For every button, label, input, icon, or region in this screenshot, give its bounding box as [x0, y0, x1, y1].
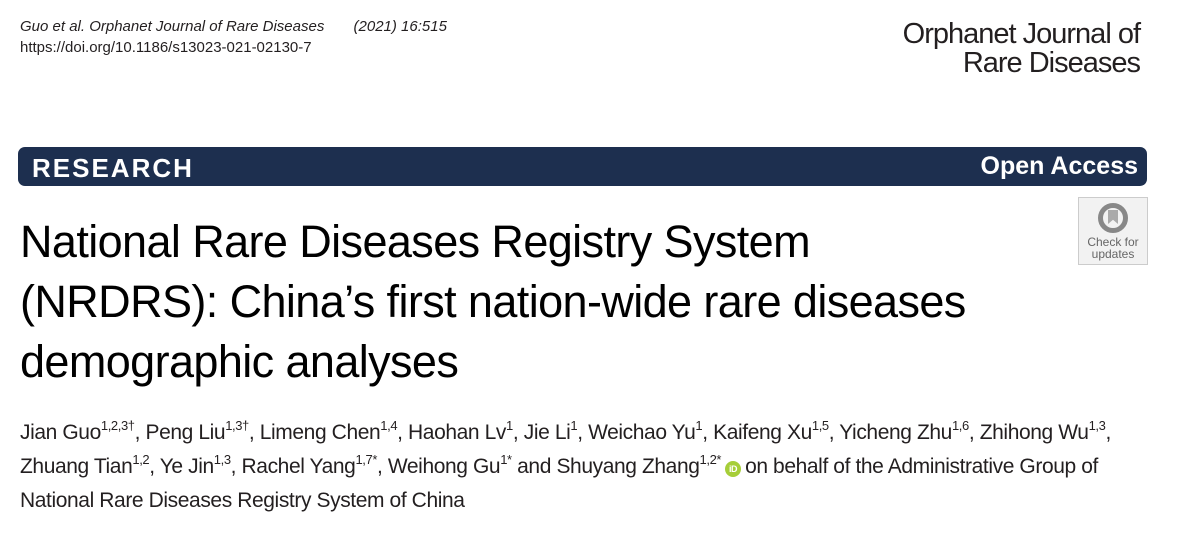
author-name[interactable]: Peng Liu: [145, 421, 226, 444]
author-affiliation: 1,6: [951, 418, 969, 433]
on-behalf-text: on behalf of the Administrative Group of…: [20, 455, 1098, 512]
author-affiliation: 1,3: [213, 452, 231, 467]
title-line1: National Rare Diseases Registry System: [20, 216, 811, 267]
author-name[interactable]: Jie Li: [523, 421, 571, 444]
author-affiliation: 1: [695, 418, 703, 433]
author-list: Jian Guo1,2,3†, Peng Liu1,3†, Limeng Che…: [20, 416, 1140, 518]
author-name[interactable]: Weichao Yu: [588, 421, 696, 444]
orcid-icon[interactable]: iD: [725, 461, 742, 477]
author-separator: ,: [577, 421, 589, 444]
author-separator: ,: [1105, 421, 1111, 444]
author-affiliation: 1,2,3†: [100, 418, 135, 433]
doi-link[interactable]: https://doi.org/10.1186/s13023-021-02130…: [20, 39, 312, 56]
author-name[interactable]: Ye Jin: [159, 455, 214, 478]
author-name[interactable]: Zhihong Wu: [979, 421, 1089, 444]
author-affiliation: 1*: [500, 452, 512, 467]
author-separator: ,: [512, 421, 524, 444]
crossmark-icon: [1098, 203, 1128, 233]
author-separator: ,: [397, 421, 409, 444]
author-separator: ,: [968, 421, 980, 444]
journal-logo-line1: Orphanet Journal of: [902, 18, 1141, 50]
author-name[interactable]: Yicheng Zhu: [839, 421, 952, 444]
author-affiliation: 1,2: [132, 452, 150, 467]
author-affiliation: 1,2*: [699, 452, 722, 467]
title-line2: (NRDRS): China’s first nation-wide rare …: [20, 276, 966, 327]
author-affiliation: 1: [506, 418, 513, 433]
author-separator: ,: [828, 421, 840, 444]
author-separator: and: [511, 455, 557, 478]
author-name[interactable]: Kaifeng Xu: [713, 421, 812, 444]
author-separator: ,: [149, 455, 160, 478]
author-name[interactable]: Limeng Chen: [259, 421, 381, 444]
check-for-updates-button[interactable]: Check for updates: [1078, 197, 1148, 265]
author-separator: ,: [230, 455, 242, 478]
author-name[interactable]: Weihong Gu: [387, 455, 501, 478]
author-name[interactable]: Zhuang Tian: [20, 455, 133, 478]
title-line3: demographic analyses: [20, 336, 459, 387]
author-affiliation: 1,4: [380, 418, 398, 433]
author-name[interactable]: Haohan Lv: [408, 421, 507, 444]
author-separator: ,: [134, 421, 146, 444]
author-affiliation: 1: [570, 418, 578, 433]
author-separator: ,: [376, 455, 388, 478]
author-affiliation: 1,7*: [355, 452, 377, 467]
author-separator: ,: [248, 421, 260, 444]
article-title: National Rare Diseases Registry System (…: [20, 212, 1120, 392]
citation: Guo et al. Orphanet Journal of Rare Dise…: [20, 16, 447, 58]
author-name[interactable]: Jian Guo: [20, 421, 101, 444]
author-affiliation: 1,5: [811, 418, 829, 433]
article-type-banner: RESEARCH Open Access: [18, 147, 1147, 186]
author-name[interactable]: Rachel Yang: [241, 455, 356, 478]
journal-logo-line2: Rare Diseases: [962, 47, 1141, 79]
author-affiliation: 1,3: [1088, 418, 1106, 433]
open-access-label: Open Access: [980, 152, 1138, 180]
check-updates-line2: updates: [1091, 247, 1135, 261]
citation-journal: Guo et al. Orphanet Journal of Rare Dise…: [20, 18, 325, 35]
article-type: RESEARCH: [32, 153, 194, 183]
journal-logo: Orphanet Journal of Rare Diseases: [902, 18, 1141, 79]
check-updates-line1: Check for: [1087, 235, 1139, 249]
author-separator: ,: [702, 421, 714, 444]
author-name[interactable]: Shuyang Zhang: [556, 455, 700, 478]
author-affiliation: 1,3†: [225, 418, 249, 433]
citation-year-volume: (2021) 16:515: [353, 18, 447, 35]
